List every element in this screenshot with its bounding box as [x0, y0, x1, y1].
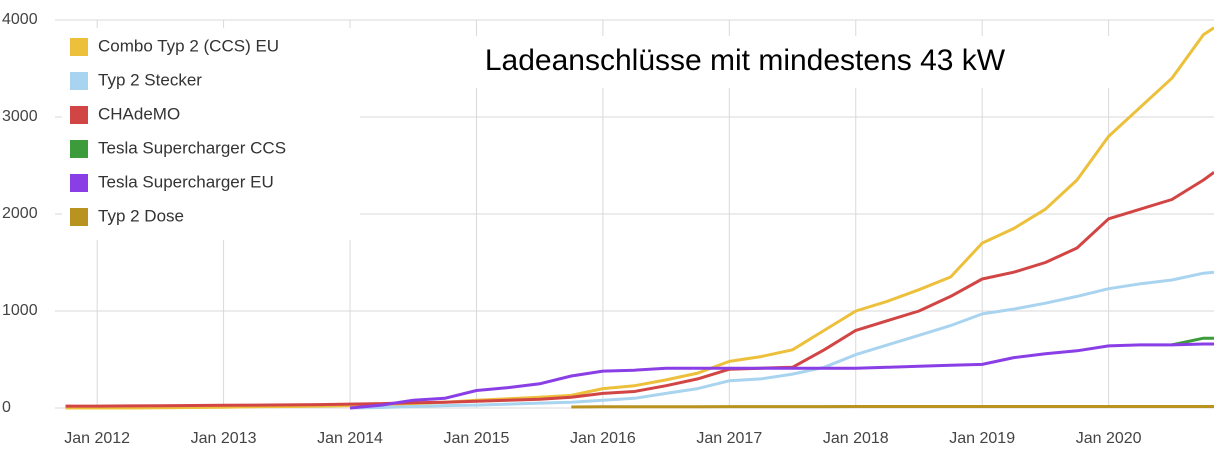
- x-tick-label: Jan 2017: [696, 430, 762, 447]
- legend-swatch: [70, 140, 88, 158]
- axes: 0 1000 2000 3000 4000 Jan 2012 Jan 2013 Jan 201…: [2, 11, 1142, 447]
- x-tick-label: Jan 2015: [444, 430, 510, 447]
- lines: [65, 26, 1214, 410]
- x-tick-label: Jan 2013: [191, 430, 257, 447]
- legend-label: Combo Typ 2 (CCS) EU: [98, 36, 279, 55]
- legend-swatch: [70, 72, 88, 90]
- y-tick-label: 1000: [2, 302, 38, 319]
- legend-label: Typ 2 Stecker: [98, 70, 202, 89]
- x-tick-label: Jan 2018: [823, 430, 889, 447]
- legend-swatch: [70, 106, 88, 124]
- series-line: [65, 26, 1214, 410]
- x-tick-label: Jan 2012: [64, 430, 130, 447]
- x-tick-label: Jan 2019: [949, 430, 1015, 447]
- y-tick-label: 3000: [2, 108, 38, 125]
- x-tick-label: Jan 2014: [317, 430, 383, 447]
- series-line: [349, 342, 1214, 410]
- legend-swatch: [70, 208, 88, 226]
- legend: Combo Typ 2 (CCS) EU Typ 2 Stecker CHAdeMO…: [70, 36, 286, 226]
- x-tick-label: Jan 2016: [570, 430, 636, 447]
- y-tick-label: 2000: [2, 205, 38, 222]
- y-tick-label: 4000: [2, 11, 38, 28]
- legend-label: Tesla Supercharger EU: [98, 172, 274, 191]
- legend-label: Tesla Supercharger CCS: [98, 138, 286, 157]
- series-line: [349, 270, 1214, 410]
- legend-box: [62, 28, 360, 240]
- series-line: [65, 171, 1214, 408]
- title-box: [378, 36, 1114, 88]
- legend-swatch: [70, 174, 88, 192]
- legend-label: CHAdeMO: [98, 104, 180, 123]
- series-line: [1171, 336, 1214, 347]
- series-line: [571, 405, 1214, 409]
- y-tick-label: 0: [2, 399, 11, 416]
- legend-swatch: [70, 38, 88, 56]
- x-tick-label: Jan 2020: [1076, 430, 1142, 447]
- chart-title: Ladeanschlüsse mit mindestens 43 kW: [485, 44, 1006, 77]
- legend-label: Typ 2 Dose: [98, 206, 184, 225]
